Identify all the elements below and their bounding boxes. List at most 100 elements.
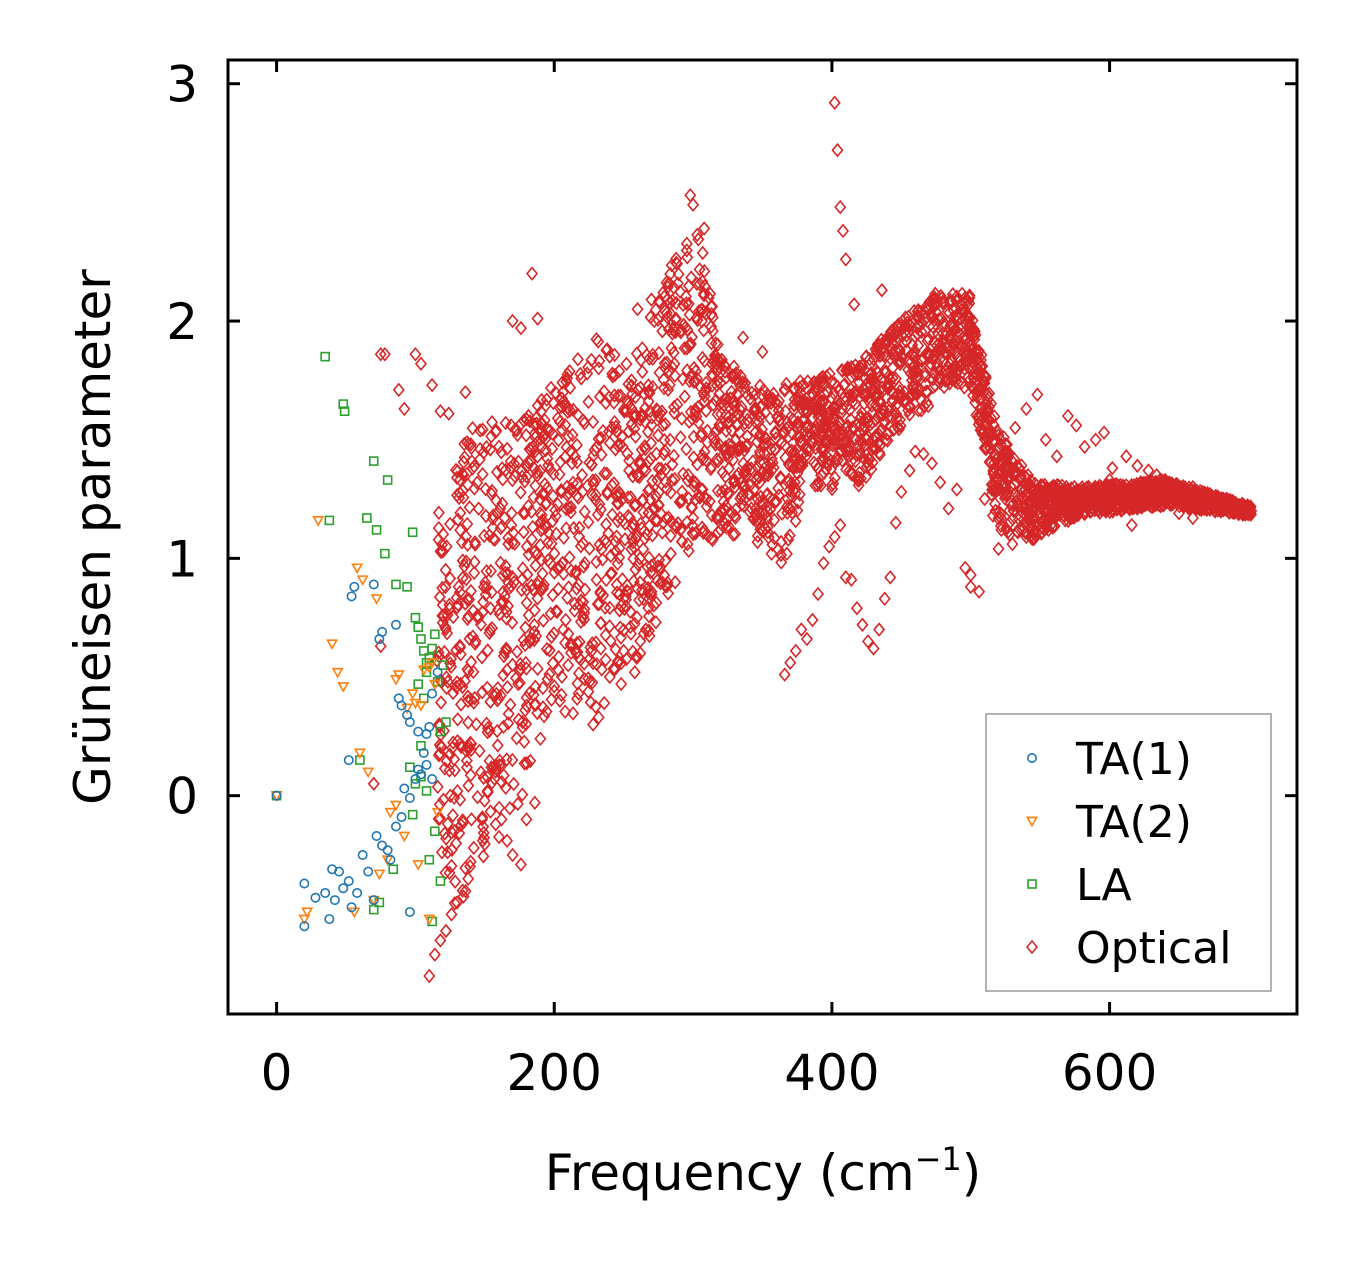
optical-cloud-marker bbox=[913, 382, 926, 397]
optical-cloud-marker bbox=[786, 499, 799, 515]
optical-cloud-marker bbox=[631, 580, 644, 596]
optical-cloud-marker bbox=[664, 485, 677, 500]
optical-cloud-marker bbox=[668, 399, 681, 415]
optical-marker bbox=[1153, 487, 1166, 502]
optical-cloud-marker bbox=[533, 463, 547, 479]
optical-cloud-marker bbox=[731, 417, 745, 432]
optical-cloud-marker bbox=[927, 379, 940, 395]
optical-marker bbox=[831, 142, 844, 158]
optical-cloud-marker bbox=[662, 382, 675, 398]
ta-1-marker bbox=[418, 747, 429, 758]
optical-cloud-marker bbox=[603, 600, 616, 616]
optical-cloud-marker bbox=[480, 716, 493, 732]
optical-cloud-marker bbox=[886, 346, 899, 362]
optical-cloud-marker bbox=[456, 553, 469, 568]
optical-marker bbox=[592, 710, 605, 725]
optical-cloud-marker bbox=[505, 578, 518, 594]
optical-cloud-marker bbox=[902, 324, 915, 339]
optical-cloud-marker bbox=[432, 505, 445, 521]
optical-cloud-marker bbox=[451, 712, 464, 727]
optical-cloud-marker bbox=[898, 392, 911, 407]
optical-cloud-marker bbox=[444, 651, 458, 667]
optical-cloud-marker bbox=[704, 286, 717, 302]
optical-cloud-marker bbox=[920, 395, 933, 410]
optical-cloud-marker bbox=[852, 470, 865, 485]
optical-cloud-marker bbox=[806, 410, 819, 426]
optical-cloud-marker bbox=[523, 414, 536, 429]
ta-1-marker bbox=[424, 721, 435, 732]
optical-cloud-marker bbox=[502, 716, 515, 731]
optical-marker bbox=[534, 731, 547, 746]
optical-cloud-marker bbox=[510, 423, 523, 438]
optical-cloud-marker bbox=[522, 454, 535, 470]
optical-marker bbox=[986, 508, 1000, 523]
optical-marker bbox=[1103, 472, 1116, 488]
optical-cloud-marker bbox=[576, 467, 589, 483]
optical-cloud-marker bbox=[687, 450, 700, 465]
ta-2-marker bbox=[337, 682, 350, 693]
optical-cloud-marker bbox=[624, 490, 637, 505]
optical-cloud-marker bbox=[887, 422, 900, 438]
optical-cloud-marker bbox=[454, 505, 467, 521]
optical-cloud-marker bbox=[711, 337, 724, 352]
optical-cloud-marker bbox=[807, 434, 820, 450]
optical-cloud-marker bbox=[583, 455, 596, 470]
optical-cloud-marker bbox=[468, 565, 481, 581]
optical-cloud-marker bbox=[581, 478, 594, 494]
optical-cloud-marker bbox=[768, 530, 781, 546]
optical-cloud-marker bbox=[667, 448, 680, 464]
optical-cloud-marker bbox=[586, 636, 599, 651]
optical-cloud-marker bbox=[489, 816, 502, 832]
optical-cloud-marker bbox=[481, 680, 494, 696]
optical-cloud-marker bbox=[596, 552, 609, 567]
optical-cloud-marker bbox=[526, 519, 539, 535]
optical-cloud-marker bbox=[749, 424, 762, 440]
optical-cloud-marker bbox=[1029, 496, 1043, 512]
optical-cloud-marker bbox=[436, 615, 449, 630]
optical-marker bbox=[836, 223, 850, 239]
optical-cloud-marker bbox=[1024, 493, 1037, 508]
optical-cloud-marker bbox=[816, 369, 829, 385]
optical-cloud-marker bbox=[493, 800, 506, 816]
optical-cloud-marker bbox=[729, 502, 742, 517]
optical-cloud-marker bbox=[649, 513, 662, 528]
optical-cloud-marker bbox=[479, 587, 492, 602]
optical-cloud-marker bbox=[614, 388, 627, 403]
optical-cloud-marker bbox=[492, 691, 505, 707]
optical-cloud-marker bbox=[778, 381, 791, 397]
optical-cloud-marker bbox=[900, 334, 913, 349]
optical-cloud-marker bbox=[720, 512, 733, 527]
optical-cloud-marker bbox=[542, 458, 555, 473]
optical-cloud-marker bbox=[910, 381, 923, 396]
optical-cloud-marker bbox=[751, 528, 764, 544]
optical-cloud-marker bbox=[1012, 499, 1025, 514]
optical-marker bbox=[506, 847, 519, 863]
optical-marker bbox=[789, 643, 802, 659]
optical-marker bbox=[1045, 508, 1058, 523]
optical-marker bbox=[467, 840, 480, 856]
optical-cloud-marker bbox=[535, 439, 548, 454]
optical-cloud-marker bbox=[1068, 497, 1081, 513]
optical-cloud-marker bbox=[578, 555, 591, 571]
optical-cloud-marker bbox=[711, 373, 724, 389]
optical-cloud-marker bbox=[531, 449, 544, 464]
optical-cloud-marker bbox=[438, 826, 451, 841]
optical-cloud-marker bbox=[571, 691, 584, 707]
optical-cloud-marker bbox=[488, 532, 501, 548]
optical-cloud-marker bbox=[522, 408, 535, 424]
optical-cloud-marker bbox=[637, 626, 650, 641]
optical-cloud-marker bbox=[683, 373, 696, 389]
optical-cloud-marker bbox=[705, 459, 718, 475]
optical-cloud-marker bbox=[638, 439, 651, 454]
optical-cloud-marker bbox=[678, 389, 691, 404]
optical-cloud-marker bbox=[911, 364, 924, 379]
legend-marker-la bbox=[1027, 879, 1037, 889]
optical-cloud-marker bbox=[450, 470, 463, 485]
optical-cloud-marker bbox=[811, 461, 824, 476]
optical-cloud-marker bbox=[974, 360, 987, 375]
optical-cloud-marker bbox=[677, 297, 690, 313]
optical-cloud-marker bbox=[816, 428, 829, 443]
optical-marker bbox=[992, 541, 1005, 557]
optical-cloud-marker bbox=[755, 512, 768, 527]
optical-cloud-marker bbox=[972, 417, 985, 432]
